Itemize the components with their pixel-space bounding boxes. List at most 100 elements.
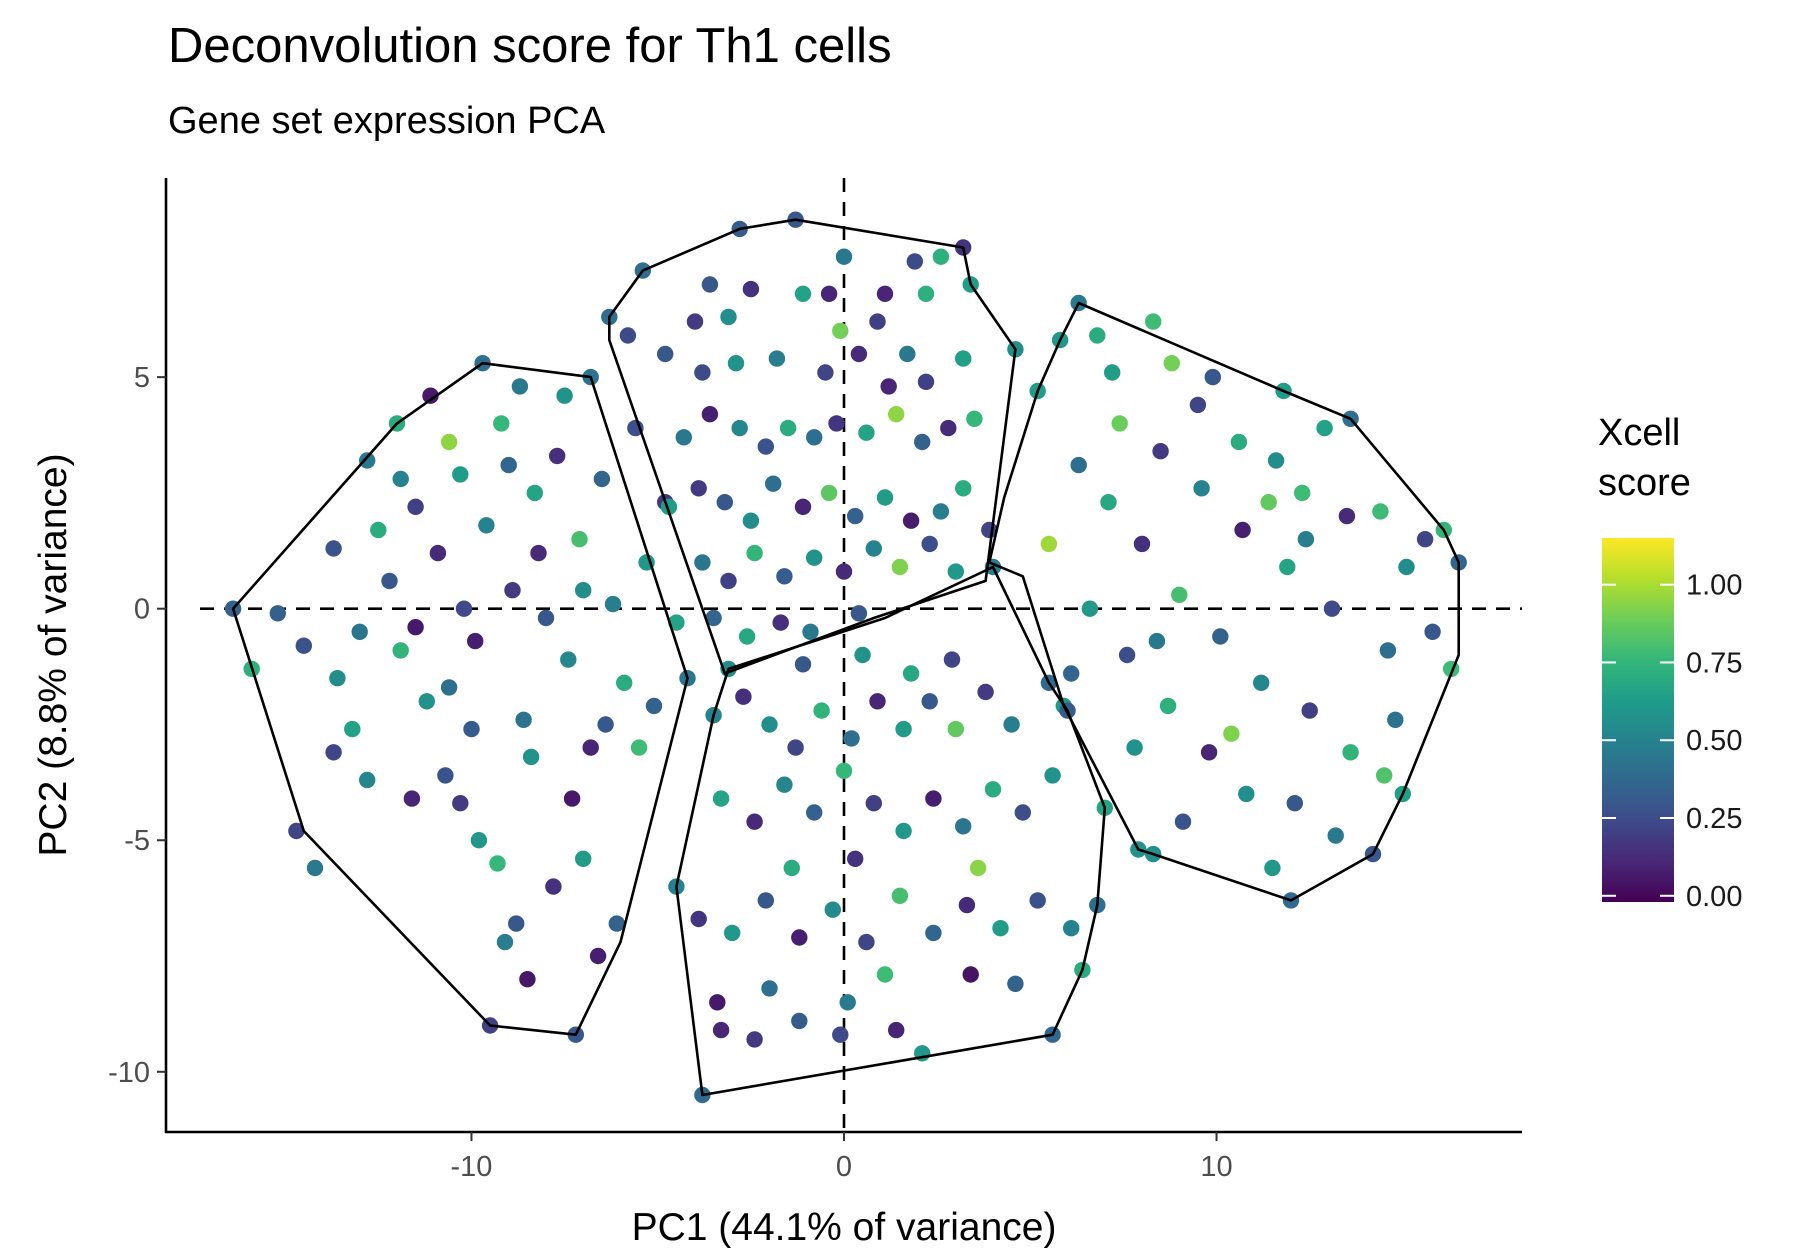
data-point <box>992 920 1009 937</box>
data-point <box>828 415 845 432</box>
data-point <box>1014 804 1031 821</box>
data-point <box>806 549 823 566</box>
data-point <box>1029 892 1046 909</box>
data-point <box>418 693 435 710</box>
data-point <box>966 410 983 427</box>
data-point <box>955 818 972 835</box>
data-point <box>1253 674 1270 691</box>
data-point <box>470 832 488 849</box>
data-point <box>657 345 674 363</box>
data-point <box>690 910 707 928</box>
data-point <box>452 466 469 483</box>
data-point <box>429 544 447 562</box>
data-point <box>604 595 622 613</box>
data-point <box>560 651 577 668</box>
data-point <box>1323 600 1341 617</box>
data-point <box>288 822 305 840</box>
data-point <box>958 896 976 914</box>
data-point <box>489 855 506 872</box>
data-point <box>694 364 711 381</box>
data-point <box>772 614 789 631</box>
data-point <box>452 795 469 812</box>
data-point <box>1104 364 1121 381</box>
data-point <box>351 623 368 640</box>
colorbar-tick-label: 0.75 <box>1686 647 1742 679</box>
data-point <box>1338 507 1356 525</box>
data-point <box>727 355 745 372</box>
data-point <box>686 313 704 330</box>
data-point <box>645 697 663 715</box>
data-point <box>616 674 633 691</box>
data-point <box>1111 415 1128 432</box>
data-point <box>1234 521 1251 539</box>
data-point <box>690 480 707 497</box>
y-tick-label: 5 <box>134 362 150 394</box>
data-point <box>906 253 923 270</box>
data-point <box>500 456 517 474</box>
cluster-hulls <box>231 218 1460 1097</box>
data-point <box>806 429 823 446</box>
chart-subtitle: Gene set expression PCA <box>168 100 606 142</box>
data-point <box>1063 665 1080 682</box>
data-point <box>325 744 342 761</box>
x-tick-label: 0 <box>836 1151 852 1183</box>
data-point <box>794 656 812 673</box>
data-point <box>1145 313 1162 330</box>
data-point <box>359 771 376 789</box>
data-point <box>1387 711 1404 728</box>
colorbar-tick-label: 1.00 <box>1686 570 1742 602</box>
data-point <box>880 378 897 395</box>
colorbar <box>1602 538 1674 902</box>
data-point <box>1294 484 1311 502</box>
data-point <box>869 693 886 710</box>
data-point <box>802 623 819 640</box>
data-point <box>306 859 324 877</box>
data-point <box>768 350 786 367</box>
data-point <box>943 651 961 668</box>
data-point <box>865 795 882 812</box>
data-point <box>835 248 853 265</box>
data-point <box>1316 419 1333 437</box>
data-point <box>1264 859 1281 877</box>
data-point <box>1223 725 1240 742</box>
data-point <box>589 947 607 965</box>
data-point <box>888 406 905 423</box>
data-point <box>724 924 741 942</box>
data-point <box>526 484 543 502</box>
data-point <box>776 776 793 793</box>
data-point <box>757 438 774 455</box>
colorbar-tick-label: 0.25 <box>1686 803 1742 835</box>
data-point <box>392 642 409 659</box>
data-point <box>947 720 964 738</box>
x-tick-label: -10 <box>451 1151 493 1183</box>
data-point <box>843 730 860 747</box>
data-point <box>496 933 514 951</box>
data-point <box>1297 531 1315 548</box>
axes: -10 0 10 5 0 -5 -10 PC1 (44.1% of variance) PC2 … <box>32 178 1522 1249</box>
data-point <box>1379 642 1397 659</box>
data-point <box>630 739 648 756</box>
y-tick-label: -5 <box>124 825 150 857</box>
data-point <box>575 582 592 599</box>
x-tick-label: 10 <box>1200 1151 1232 1183</box>
data-point <box>746 813 763 830</box>
data-points <box>224 211 1467 1104</box>
data-point <box>746 1031 763 1048</box>
data-point <box>1089 327 1106 344</box>
data-point <box>813 702 830 719</box>
data-point <box>869 313 886 330</box>
data-point <box>519 971 536 988</box>
data-point <box>575 850 592 867</box>
data-point <box>787 739 804 756</box>
data-point <box>344 720 361 738</box>
data-point <box>467 632 484 650</box>
data-point <box>522 748 540 766</box>
data-point <box>746 544 763 562</box>
data-point <box>835 563 853 580</box>
legend-title: Xcell score <box>1598 408 1798 508</box>
data-point <box>876 966 894 983</box>
data-point <box>716 494 733 511</box>
data-point <box>504 582 521 599</box>
chart-title: Deconvolution score for Th1 cells <box>168 19 892 73</box>
